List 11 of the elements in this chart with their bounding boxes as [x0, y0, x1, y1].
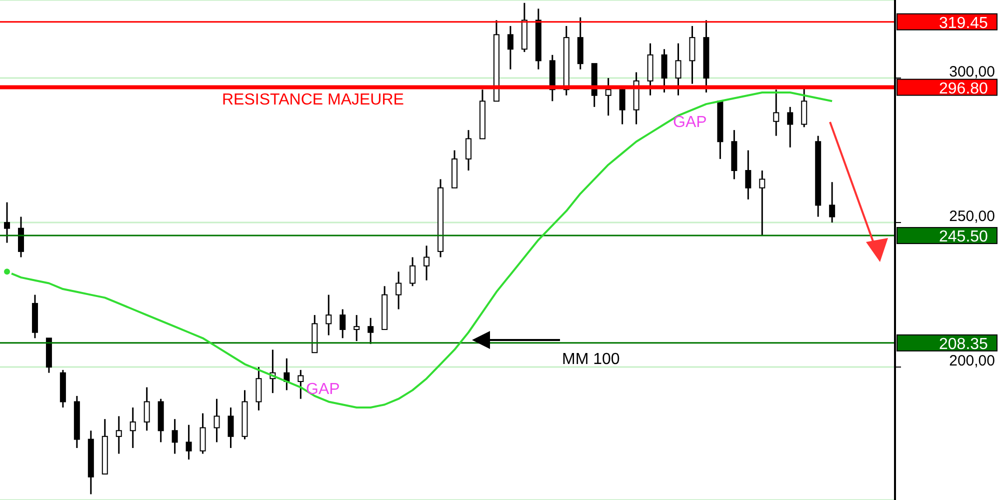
ref-line-label: 319.45: [939, 14, 988, 32]
annotation: GAP: [673, 114, 707, 131]
y-tick-label: 250,00: [949, 208, 995, 225]
ref-line-label: 208.35: [939, 336, 988, 353]
y-tick-label: 300,00: [949, 63, 995, 80]
annotation: MM 100: [562, 351, 620, 368]
ref-line-label: 245.50: [939, 228, 988, 246]
y-tick-label: 200,00: [949, 352, 995, 370]
annotation: RESISTANCE MAJEURE: [222, 91, 404, 108]
annotation: GAP: [306, 381, 340, 398]
ref-line-label: 296.80: [939, 80, 988, 98]
